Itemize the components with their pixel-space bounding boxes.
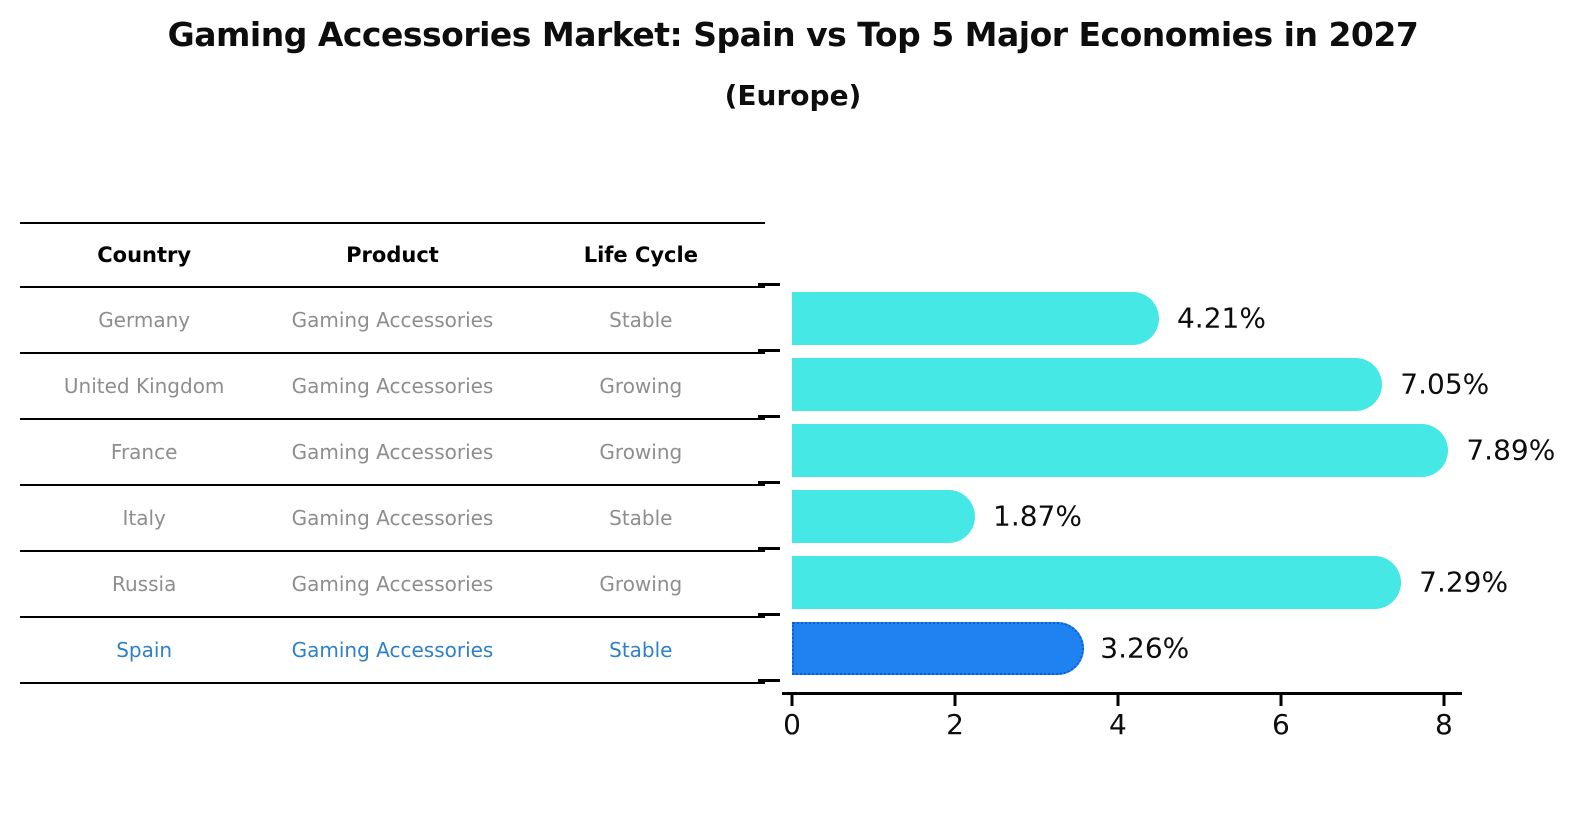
bar-value-label: 7.05% bbox=[1400, 367, 1490, 401]
cell-country: United Kingdom bbox=[63, 373, 225, 398]
cell-country: Italy bbox=[122, 505, 166, 530]
column-header-lifecycle: Life Cycle bbox=[583, 242, 698, 267]
country-table: Country Product Life Cycle Germany Gamin… bbox=[20, 222, 765, 684]
table-row: Spain Gaming Accessories Stable bbox=[20, 618, 765, 684]
y-tick bbox=[758, 415, 780, 418]
cell-product: Gaming Accessories bbox=[291, 637, 494, 662]
x-axis-line bbox=[782, 692, 1462, 695]
cell-country: France bbox=[110, 439, 178, 464]
bar-row: 3.26% bbox=[792, 615, 1460, 681]
bar: 7.89% bbox=[792, 423, 1555, 477]
x-tick bbox=[1116, 695, 1120, 706]
table-row: Germany Gaming Accessories Stable bbox=[20, 288, 765, 354]
cell-lifecycle: Growing bbox=[599, 373, 683, 398]
bar: 3.26% bbox=[792, 621, 1189, 675]
chart-subtitle: (Europe) bbox=[724, 79, 862, 112]
table-row: Italy Gaming Accessories Stable bbox=[20, 486, 765, 552]
cell-lifecycle: Stable bbox=[609, 637, 673, 662]
column-header-country: Country bbox=[97, 242, 192, 267]
x-tick-label: 4 bbox=[1109, 708, 1127, 741]
bar: 7.29% bbox=[792, 555, 1508, 609]
table-header-row: Country Product Life Cycle bbox=[20, 224, 765, 288]
y-tick bbox=[758, 547, 780, 550]
cell-lifecycle: Growing bbox=[599, 571, 683, 596]
x-tick-label: 8 bbox=[1435, 708, 1453, 741]
bar-value-label: 1.87% bbox=[993, 499, 1082, 533]
x-tick-label: 2 bbox=[946, 708, 964, 741]
bar-value-label: 7.29% bbox=[1419, 565, 1509, 599]
x-tick bbox=[953, 695, 957, 706]
bar-row: 1.87% bbox=[792, 483, 1460, 549]
column-header-product: Product bbox=[346, 242, 439, 267]
bar-value-label: 3.26% bbox=[1100, 631, 1190, 665]
table-row: United Kingdom Gaming Accessories Growin… bbox=[20, 354, 765, 420]
y-tick bbox=[758, 349, 780, 352]
bar-row: 7.89% bbox=[792, 417, 1555, 483]
bar-value-label: 7.89% bbox=[1466, 433, 1556, 467]
x-tick bbox=[790, 695, 794, 706]
cell-country: Spain bbox=[116, 637, 173, 662]
cell-country: Russia bbox=[112, 571, 177, 596]
bar: 1.87% bbox=[792, 489, 1082, 543]
y-tick bbox=[758, 481, 780, 484]
cell-lifecycle: Stable bbox=[609, 505, 673, 530]
cell-product: Gaming Accessories bbox=[291, 373, 494, 398]
table-body: Germany Gaming Accessories Stable United… bbox=[20, 288, 765, 684]
cell-product: Gaming Accessories bbox=[291, 505, 494, 530]
x-tick-label: 0 bbox=[783, 708, 801, 741]
cell-country: Germany bbox=[98, 307, 191, 332]
chart-title: Gaming Accessories Market: Spain vs Top … bbox=[167, 15, 1419, 54]
x-tick-label: 6 bbox=[1272, 708, 1290, 741]
cell-product: Gaming Accessories bbox=[291, 307, 494, 332]
bar-row: 4.21% bbox=[792, 285, 1460, 351]
bar-row: 7.29% bbox=[792, 549, 1508, 615]
cell-product: Gaming Accessories bbox=[291, 439, 494, 464]
bar-value-label: 4.21% bbox=[1176, 301, 1266, 335]
bar-row: 7.05% bbox=[792, 351, 1489, 417]
table-row: France Gaming Accessories Growing bbox=[20, 420, 765, 486]
cell-product: Gaming Accessories bbox=[291, 571, 494, 596]
y-tick bbox=[758, 613, 780, 616]
cell-lifecycle: Stable bbox=[609, 307, 673, 332]
cell-lifecycle: Growing bbox=[599, 439, 683, 464]
x-tick bbox=[1442, 695, 1446, 706]
y-tick bbox=[758, 283, 780, 286]
bar-plot: 4.21% 7.05% 7.89% 1.87% 7.29% 3.26% 0 2 4 6… bbox=[758, 222, 1555, 741]
y-tick bbox=[758, 679, 780, 682]
x-tick bbox=[1279, 695, 1283, 706]
bar: 7.05% bbox=[792, 357, 1489, 411]
bar: 4.21% bbox=[792, 291, 1266, 345]
table-row: Russia Gaming Accessories Growing bbox=[20, 552, 765, 618]
